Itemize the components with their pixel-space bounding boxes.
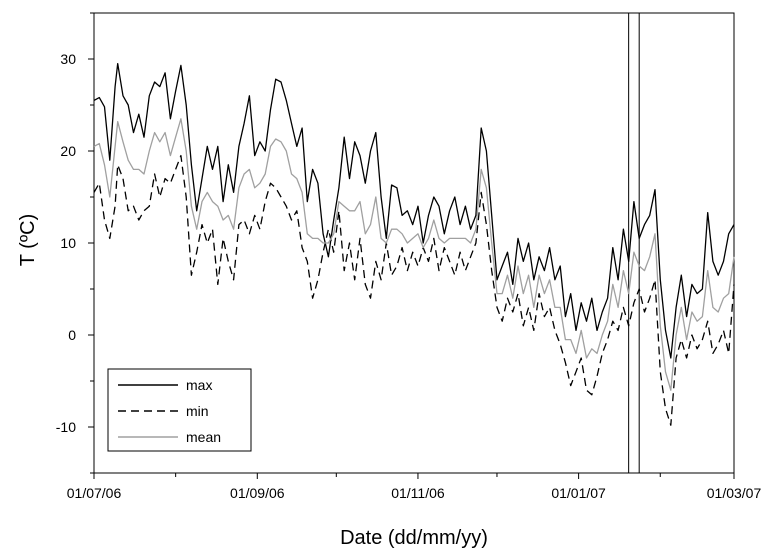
series-layer: [93, 62, 735, 426]
annotation-lines: [628, 13, 640, 473]
legend-label-min: min: [186, 403, 209, 419]
y-axis-title: T (ºC): [17, 214, 39, 266]
y-tick-label-1: 0: [68, 327, 76, 343]
x-axis: 01/07/06 01/09/06 01/11/06 01/01/07 01/03/07: [67, 473, 762, 501]
x-tick-label-4: 01/03/07: [707, 485, 762, 501]
x-tick-label-3: 01/01/07: [551, 485, 606, 501]
x-tick-label-2: 01/11/06: [391, 485, 445, 501]
legend-label-max: max: [186, 377, 212, 393]
x-tick-label-0: 01/07/06: [67, 485, 122, 501]
x-tick-label-1: 01/09/06: [230, 485, 285, 501]
series-line-mean: [93, 118, 735, 391]
y-tick-label-2: 10: [60, 235, 76, 251]
y-tick-label-0: -10: [56, 419, 76, 435]
y-tick-label-3: 20: [60, 143, 76, 159]
legend: max min mean: [107, 368, 252, 452]
series-line-max: [93, 62, 735, 359]
y-tick-label-4: 30: [60, 51, 76, 67]
y-axis: -10 0 10 20 30: [56, 12, 94, 474]
legend-label-mean: mean: [186, 429, 221, 445]
series-line-min: [93, 154, 735, 426]
legend-box: [107, 368, 252, 452]
x-axis-title: Date (dd/mm/yy): [340, 527, 488, 549]
